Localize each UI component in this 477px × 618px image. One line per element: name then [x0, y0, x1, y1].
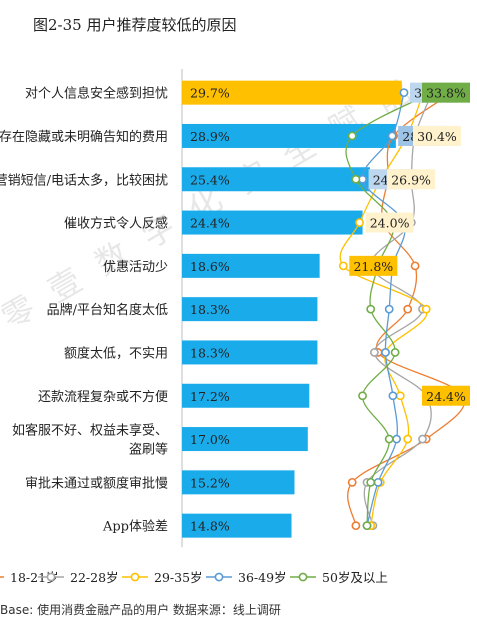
bar [182, 383, 310, 408]
bar-value-label: 18.3% [190, 302, 230, 317]
bar-value-label: 18.6% [190, 259, 230, 274]
bar [182, 513, 292, 538]
series-point [392, 434, 401, 444]
callout-box [422, 385, 470, 406]
legend-label: 22-28岁 [70, 570, 119, 585]
series-point [403, 304, 413, 314]
bar [182, 297, 318, 322]
legend-label: 18-21岁 [10, 570, 59, 585]
callout-box [412, 125, 461, 146]
series-point [366, 477, 376, 487]
callout-label: 26.9% [391, 172, 431, 187]
callout-label: 33.8% [426, 86, 466, 101]
series-point [358, 391, 367, 401]
bar [182, 123, 396, 148]
callout-label: 24.0% [370, 216, 410, 231]
series-callout: 24.0% [365, 212, 414, 233]
legend-item: 50岁及以上 [290, 570, 388, 585]
category-label: 盗刷等 [129, 442, 168, 458]
bar [182, 80, 402, 105]
bar [182, 167, 370, 192]
series-point [421, 304, 431, 314]
legend-item: 22-28岁 [38, 570, 119, 585]
series-line [339, 92, 428, 526]
bar-value-label: 14.8% [190, 519, 230, 534]
legend-item: 18-21岁 [0, 570, 59, 585]
legend-marker [214, 572, 224, 582]
category-label: 营销短信/电话太多，比较困扰 [0, 172, 168, 188]
series-point [384, 434, 394, 444]
callout-box [349, 255, 398, 276]
bar-value-label: 28.9% [190, 129, 230, 144]
callout-box [365, 212, 414, 233]
series-point [347, 131, 357, 141]
category-label: 对个人信息安全感到担忧 [25, 86, 168, 102]
series-point [338, 261, 348, 271]
series-callout: 24.4% [422, 385, 470, 406]
series-point [351, 521, 361, 531]
series-point [366, 304, 376, 314]
category-label: 额度太低，不实用 [64, 345, 168, 361]
category-label: 催收方式令人反感 [64, 216, 168, 232]
legend-item: 36-49岁 [206, 570, 287, 585]
series-point [390, 348, 400, 357]
category-label: 品牌/平台知名度太低 [47, 302, 168, 318]
series-point [351, 174, 361, 184]
category-label: 还款流程复杂或不方便 [38, 389, 168, 405]
series-callout: 30.4% [412, 125, 461, 146]
category-label: 优惠活动少 [103, 260, 168, 275]
series-point [410, 261, 420, 271]
series-point [399, 88, 409, 98]
callout-box [387, 169, 436, 190]
category-label: 存在隐藏或未明确告知的费用 [0, 129, 168, 145]
bar-value-label: 17.0% [190, 432, 230, 447]
series-point [373, 477, 383, 487]
bar [182, 427, 308, 452]
bar [182, 340, 318, 365]
bar [182, 470, 295, 495]
series-callout: 21.8% [349, 255, 398, 276]
series-point [347, 477, 357, 487]
legend-marker [46, 572, 56, 582]
series-point [387, 131, 397, 141]
legend-item: 29-35岁 [122, 570, 203, 585]
series-point [369, 348, 379, 357]
legend-label: 36-49岁 [238, 570, 287, 585]
legend-marker [130, 572, 140, 582]
series-point [388, 391, 398, 401]
legend-marker [298, 572, 308, 582]
series-point [355, 218, 364, 227]
callout-label: 24.4% [426, 389, 466, 404]
series-point [395, 391, 405, 401]
bar-value-label: 17.2% [190, 389, 230, 404]
series-point [384, 304, 394, 314]
series-callout: 33.8% [422, 82, 470, 103]
category-label: 审批未通过或额度审批慢 [25, 475, 168, 491]
bar-value-label: 15.2% [190, 475, 230, 490]
category-label: 如客服不好、权益未享受、 [12, 423, 168, 439]
chart-title: 图2-35 用户推荐度较低的原因 [33, 16, 237, 34]
legend-label: 50岁及以上 [322, 570, 388, 585]
category-label: App体验差 [102, 519, 168, 535]
bar-value-label: 29.7% [190, 86, 230, 101]
callout-label: 30.4% [417, 129, 457, 144]
series-point [362, 521, 372, 531]
bar-value-label: 24.4% [190, 216, 230, 231]
callout-label: 21.8% [353, 259, 393, 274]
bar-value-label: 25.4% [190, 172, 230, 187]
series-point [418, 434, 427, 444]
series-point [403, 434, 413, 444]
series-point [381, 348, 390, 357]
bar-value-label: 18.3% [190, 345, 230, 360]
bar [182, 210, 363, 235]
legend-label: 29-35岁 [154, 570, 203, 585]
chart-footnote: Base: 使用消费金融产品的用户 数据来源：线上调研 [0, 603, 281, 617]
bar [182, 253, 320, 278]
callout-box [422, 82, 470, 103]
series-callout: 26.9% [387, 169, 436, 190]
